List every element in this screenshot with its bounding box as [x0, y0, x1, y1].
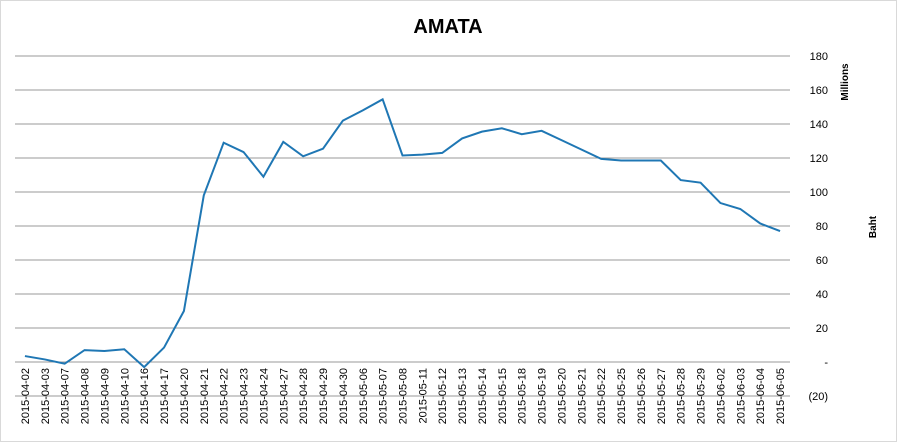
x-tick-label: 2015-06-05	[775, 368, 787, 424]
x-tick-label: 2015-05-29	[696, 368, 708, 424]
y-tick-label: 120	[810, 153, 828, 165]
data-line	[24, 97, 781, 369]
x-tick-label: 2015-06-04	[755, 368, 767, 424]
y-axis-unit: Millions	[840, 63, 851, 101]
x-tick-label: 2015-04-29	[318, 368, 330, 424]
x-tick-label: 2015-05-07	[378, 368, 390, 424]
y-tick-label: 40	[816, 289, 828, 301]
x-tick-label: 2015-04-07	[60, 368, 72, 424]
y-tick-label: 20	[816, 323, 828, 335]
x-tick-label: 2015-05-12	[437, 368, 449, 424]
x-tick-label: 2015-04-02	[20, 368, 32, 424]
x-tick-label: 2015-04-28	[298, 368, 310, 424]
x-tick-label: 2015-05-28	[676, 368, 688, 424]
x-tick-label: 2015-05-06	[358, 368, 370, 424]
y-tick-label: 140	[810, 119, 828, 131]
y-axis-label: Baht	[868, 215, 879, 238]
x-tick-label: 2015-04-22	[219, 368, 231, 424]
y-tick-label: -	[824, 357, 828, 369]
x-tick-label: 2015-04-20	[179, 368, 191, 424]
x-tick-label: 2015-04-23	[239, 368, 251, 424]
x-tick-label: 2015-04-21	[199, 368, 211, 424]
x-tick-label: 2015-05-19	[537, 368, 549, 424]
chart-title: AMATA	[413, 16, 482, 38]
y-tick-label: (20)	[808, 391, 828, 403]
x-tick-label: 2015-06-02	[715, 368, 727, 424]
x-tick-label: 2015-05-11	[417, 368, 429, 423]
x-tick-label: 2015-05-14	[477, 368, 489, 424]
x-tick-label: 2015-06-03	[735, 368, 747, 424]
x-tick-label: 2015-04-03	[40, 368, 52, 424]
y-tick-label: 100	[810, 187, 828, 199]
x-tick-label: 2015-05-21	[576, 368, 588, 424]
x-tick-label: 2015-05-13	[457, 368, 469, 424]
y-tick-label: 180	[810, 51, 828, 63]
x-tick-label: 2015-05-25	[616, 368, 628, 424]
y-tick-label: 160	[810, 85, 828, 97]
x-tick-label: 2015-04-27	[278, 368, 290, 424]
x-tick-label: 2015-04-09	[99, 368, 111, 424]
x-tick-label: 2015-05-18	[517, 368, 529, 424]
x-tick-label: 2015-04-16	[139, 368, 151, 424]
x-tick-label: 2015-05-08	[398, 368, 410, 424]
x-tick-label: 2015-05-27	[656, 368, 668, 424]
x-tick-label: 2015-05-20	[556, 368, 568, 424]
x-tick-label: 2015-05-22	[596, 368, 608, 424]
x-tick-label: 2015-04-17	[159, 368, 171, 424]
x-tick-label: 2015-04-24	[258, 368, 270, 424]
x-tick-label: 2015-04-10	[119, 368, 131, 424]
y-tick-label: 60	[816, 255, 828, 267]
x-tick-label: 2015-04-08	[80, 368, 92, 424]
x-tick-label: 2015-04-30	[338, 368, 350, 424]
x-tick-label: 2015-05-15	[497, 368, 509, 424]
x-tick-label: 2015-05-26	[636, 368, 648, 424]
y-tick-label: 80	[816, 221, 828, 233]
